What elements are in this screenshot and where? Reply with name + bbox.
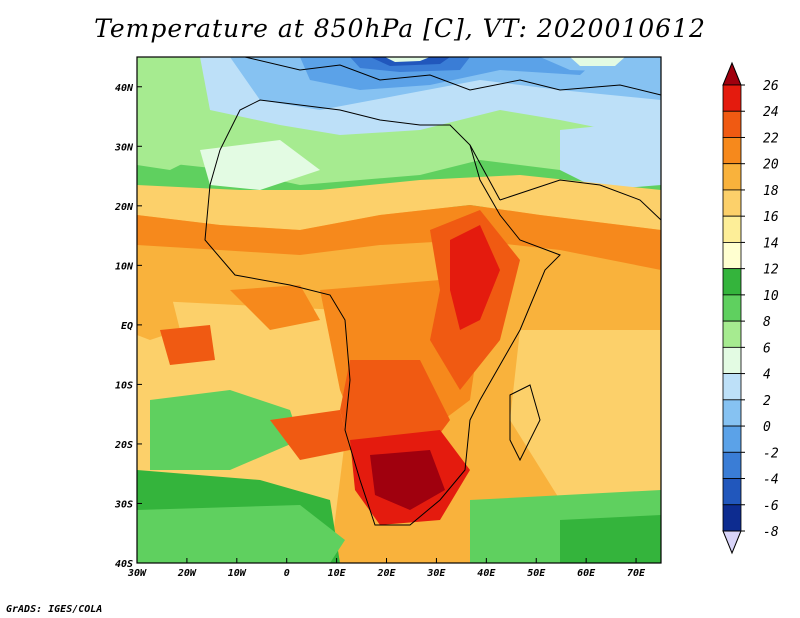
colorbar-box — [722, 320, 742, 348]
lon-tick-label: 40E — [477, 568, 496, 579]
lon-tick-label: 50E — [527, 568, 546, 579]
credit-text: GrADS: IGES/COLA — [6, 604, 103, 615]
colorbar-box — [722, 478, 742, 506]
colorbar-box — [722, 215, 742, 243]
coastlines — [204, 56, 662, 526]
lon-tick-label: 20W — [177, 568, 197, 579]
colorbar-box — [722, 242, 742, 270]
colorbar-label: 14 — [763, 236, 779, 251]
map-title: Temperature at 850hPa [C], VT: 202001061… — [94, 14, 706, 43]
latitude-axis: 40N 30N 20N 10N EQ 10S 20S 30S 40S — [114, 83, 142, 570]
colorbar-label: -6 — [763, 499, 779, 514]
colorbar-box — [722, 373, 742, 401]
colorbar-box — [722, 137, 742, 165]
colorbar-box — [722, 451, 742, 479]
lat-tick-label: 40S — [115, 559, 133, 570]
temperature-field — [137, 57, 661, 563]
colorbar-label: 10 — [763, 289, 779, 304]
plot-frame — [136, 56, 662, 564]
colorbar-box — [722, 110, 742, 138]
colorbar-label: -8 — [763, 525, 779, 540]
colorbar-top-triangle — [722, 61, 742, 86]
longitude-axis: 30W 20W 10W 0 10E 20E 30E 40E 50E 60E 70E — [127, 558, 646, 579]
colorbar-label: 0 — [763, 420, 771, 435]
lat-tick-label: 20N — [114, 202, 134, 213]
lat-tick-label: 10S — [115, 380, 133, 391]
colorbar-label: 22 — [763, 131, 779, 146]
colorbar-label: 8 — [763, 315, 771, 330]
colorbar-label: 20 — [763, 158, 779, 173]
lat-tick-label: 30S — [114, 499, 133, 510]
colorbar-box — [722, 189, 742, 217]
colorbar-label: -4 — [763, 473, 779, 488]
colorbar-label: 6 — [763, 341, 771, 356]
lon-tick-label: 10E — [328, 568, 347, 579]
colorbar-label: 2 — [763, 394, 771, 409]
colorbar-bottom-triangle — [722, 530, 742, 555]
lat-tick-label: 20S — [114, 440, 133, 451]
colorbar-label: 12 — [763, 263, 779, 278]
lat-tick-label: EQ — [121, 321, 133, 332]
lon-tick-label: 60E — [577, 568, 596, 579]
colorbar-box — [722, 84, 742, 112]
lon-tick-label: 20E — [376, 568, 396, 579]
colorbar-box — [722, 268, 742, 296]
lat-tick-label: 30N — [114, 142, 134, 153]
colorbar-label: 4 — [763, 368, 771, 383]
colorbar-box — [722, 504, 742, 532]
colorbar-box — [722, 399, 742, 427]
colorbar-box — [722, 425, 742, 453]
colorbar-label: 24 — [763, 105, 779, 120]
colorbar-box — [722, 346, 742, 374]
colorbar-box — [722, 163, 742, 191]
lat-tick-label: 10N — [115, 261, 134, 272]
lon-tick-label: 70E — [627, 568, 646, 579]
colorbar-box — [722, 294, 742, 322]
lon-tick-label: 30E — [426, 568, 446, 579]
colorbar-label: 26 — [763, 79, 779, 94]
colorbar-label: 16 — [763, 210, 779, 225]
colorbar-label: 18 — [763, 184, 779, 199]
lon-tick-label: 0 — [284, 568, 290, 579]
lon-tick-label: 10W — [228, 568, 247, 579]
colorbar-label: -2 — [763, 446, 779, 461]
lat-tick-label: 40N — [115, 83, 134, 94]
lon-tick-label: 30W — [127, 568, 147, 579]
